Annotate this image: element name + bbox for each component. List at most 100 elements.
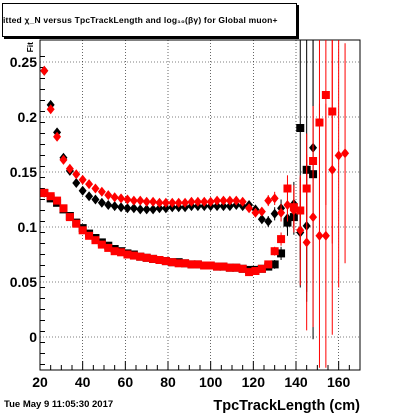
square-point [46, 192, 55, 201]
diamond-point [85, 191, 94, 202]
diamond-point [117, 193, 126, 204]
square-point [149, 254, 158, 263]
square-point [187, 260, 196, 269]
y-tick-label: 0.25 [10, 54, 37, 70]
square-point [117, 248, 126, 257]
square-point [277, 249, 286, 258]
square-point [321, 91, 330, 99]
square-point [155, 256, 164, 264]
diamond-point [155, 203, 164, 214]
x-tick-label: 160 [327, 374, 351, 390]
diamond-point [91, 194, 100, 205]
square-point [251, 267, 260, 275]
diamond-point [232, 195, 241, 206]
diamond-point [277, 207, 286, 218]
diamond-point [117, 202, 126, 213]
diamond-point [219, 201, 228, 212]
diamond-point [296, 225, 305, 236]
diamond-point [78, 185, 87, 196]
square-point [123, 250, 132, 259]
square-point [161, 257, 170, 266]
diamond-point [97, 186, 106, 197]
diamond-point [257, 214, 266, 225]
square-point [72, 219, 81, 228]
diamond-point [161, 203, 170, 214]
diamond-point [59, 154, 68, 165]
square-point [174, 259, 183, 268]
diamond-point [309, 212, 318, 223]
diamond-point [315, 230, 324, 241]
square-point [78, 226, 87, 235]
diamond-point [193, 196, 202, 207]
diamond-point [155, 197, 164, 208]
diamond-point [142, 196, 151, 207]
diamond-point [283, 200, 292, 210]
square-point [129, 251, 138, 260]
y-axis-label: Fit [25, 42, 35, 53]
diamond-point [110, 192, 119, 203]
x-tick-label: 80 [160, 374, 176, 390]
x-tick-label: 40 [75, 374, 91, 390]
diamond-point [72, 178, 81, 188]
diamond-point [136, 204, 145, 215]
diamond-point [53, 131, 62, 142]
diamond-point [302, 237, 311, 248]
square-point [270, 260, 279, 269]
diamond-point [270, 208, 279, 219]
square-point [181, 259, 190, 268]
diamond-point [104, 200, 113, 210]
x-tick-label: 20 [32, 374, 48, 390]
diamond-point [257, 206, 266, 217]
square-point [85, 231, 94, 240]
square-point [104, 243, 113, 252]
diamond-point [129, 195, 138, 206]
diamond-point [219, 195, 228, 206]
square-point [232, 263, 241, 272]
diamond-point [168, 197, 177, 208]
x-tick-label: 60 [118, 374, 134, 390]
diamond-point [149, 196, 158, 207]
y-tick-label: 0 [29, 329, 37, 345]
square-point [97, 240, 106, 249]
diamond-point [321, 230, 330, 241]
y-tick-label: 0.15 [10, 164, 37, 180]
diamond-point [91, 183, 100, 194]
diamond-point [65, 163, 74, 174]
square-point [219, 262, 228, 271]
square-point [296, 124, 305, 132]
diamond-point [142, 204, 151, 215]
diamond-point [225, 195, 234, 206]
square-point [264, 260, 273, 269]
diamond-point [85, 179, 94, 190]
square-point [110, 247, 119, 256]
diamond-point [251, 207, 260, 218]
timestamp: Tue May 9 11:05:30 2017 [4, 399, 114, 410]
square-point [91, 236, 100, 245]
square-point [193, 260, 202, 269]
diamond-point [200, 196, 209, 207]
diamond-point [97, 197, 106, 208]
diamond-point [161, 197, 170, 208]
square-point [136, 252, 145, 261]
diamond-point [334, 150, 343, 161]
diamond-point [174, 197, 183, 208]
diamond-point [78, 174, 87, 185]
square-point [225, 263, 234, 272]
diamond-point [104, 190, 113, 201]
x-tick-label: 100 [199, 374, 223, 390]
diamond-point [270, 193, 279, 204]
y-tick-label: 0.05 [10, 274, 37, 290]
diamond-point [123, 194, 132, 205]
diamond-point [123, 203, 132, 214]
diamond-point [341, 148, 350, 159]
grid [39, 40, 360, 370]
diamond-point [213, 195, 222, 206]
diamond-point [72, 169, 81, 180]
square-point [270, 247, 279, 256]
diamond-point [129, 203, 138, 214]
diamond-point [245, 203, 254, 214]
diamond-point [187, 196, 196, 207]
diamond-point [46, 104, 55, 115]
diamond-point [328, 164, 337, 175]
